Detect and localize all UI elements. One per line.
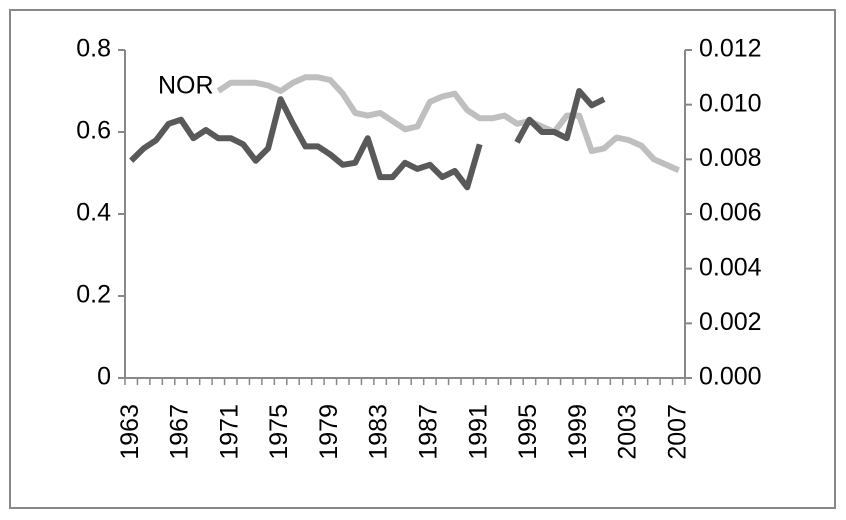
y2-tick-label: 0.012 bbox=[699, 35, 762, 63]
y-tick-label: 0.2 bbox=[76, 281, 111, 309]
x-tick-label: 1979 bbox=[315, 404, 343, 460]
x-tick-label: 1991 bbox=[464, 404, 492, 460]
line-series bbox=[216, 74, 681, 174]
x-tick-label: 1983 bbox=[365, 404, 393, 460]
x-tick-label: 2007 bbox=[663, 404, 691, 460]
y-tick-label: 0.4 bbox=[76, 199, 111, 227]
annotation: NOR bbox=[158, 72, 214, 100]
x-tick-label: 1967 bbox=[166, 404, 194, 460]
x-tick-label: 1987 bbox=[414, 404, 442, 460]
y2-tick-label: 0.006 bbox=[699, 199, 762, 227]
y-tick-label: 0.6 bbox=[76, 117, 111, 145]
x-tick-label: 2003 bbox=[614, 404, 642, 460]
x-tick-label: 1975 bbox=[265, 404, 293, 460]
y2-tick-label: 0.000 bbox=[699, 363, 762, 391]
y2-tick-label: 0.002 bbox=[699, 308, 762, 336]
x-tick-label: 1999 bbox=[564, 404, 592, 460]
x-tick-label: 1963 bbox=[116, 404, 144, 460]
y2-tick-label: 0.008 bbox=[699, 144, 762, 172]
x-tick-label: 1971 bbox=[215, 404, 243, 460]
line-series bbox=[129, 88, 606, 191]
y2-tick-label: 0.010 bbox=[699, 89, 762, 117]
y-tick-label: 0.8 bbox=[76, 35, 111, 63]
y2-tick-label: 0.004 bbox=[699, 253, 762, 281]
y-tick-label: 0 bbox=[97, 363, 111, 391]
x-tick-label: 1995 bbox=[514, 404, 542, 460]
chart-border bbox=[9, 9, 836, 509]
